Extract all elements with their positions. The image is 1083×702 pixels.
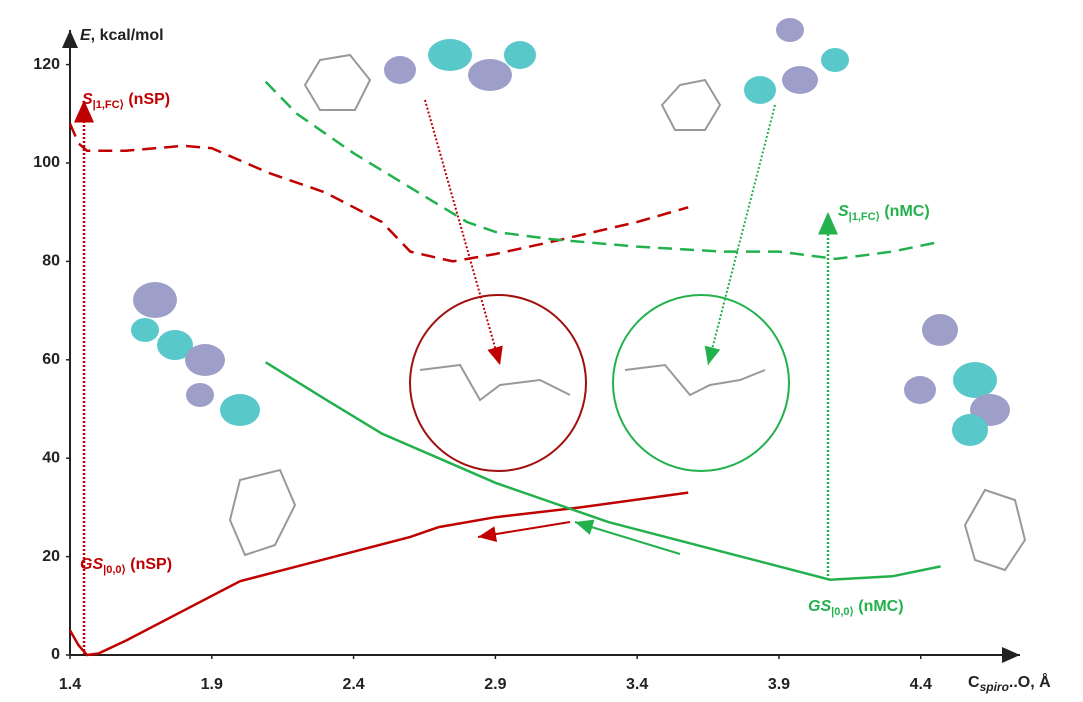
series-label-symbol: GS bbox=[808, 598, 831, 615]
y-label-text: , kcal/mol bbox=[91, 27, 164, 44]
y-tick-label: 40 bbox=[42, 449, 60, 466]
x-label-text: ..O, Å bbox=[1009, 672, 1051, 691]
x-tick-label: 3.4 bbox=[626, 676, 648, 693]
x-tick-label: 1.9 bbox=[201, 676, 223, 693]
x-tick-label: 2.9 bbox=[484, 676, 506, 693]
series-label: GS|0,0⟩ (nMC) bbox=[808, 598, 904, 618]
series-label-symbol: GS bbox=[80, 556, 103, 573]
x-tick-label: 3.9 bbox=[768, 676, 790, 693]
decorations bbox=[70, 18, 1025, 655]
series-label-text: (nMC) bbox=[880, 203, 930, 220]
series-label: S|1,FC⟩ (nMC) bbox=[838, 203, 930, 223]
series-label-text: (nMC) bbox=[854, 598, 904, 615]
series-label-symbol: S bbox=[838, 203, 849, 220]
series-label-subscript: |0,0⟩ bbox=[103, 564, 126, 576]
chart: E, kcal/mol Cspiro..O, Å 0 20 40 60 80 100 120… bbox=[0, 0, 1083, 702]
x-tick-label: 2.4 bbox=[342, 676, 364, 693]
x-label-symbol: C bbox=[968, 674, 980, 691]
series-label-symbol: S bbox=[82, 91, 93, 108]
series-label-text: (nSP) bbox=[124, 91, 170, 108]
series-line bbox=[266, 82, 941, 259]
y-axis-label: E, kcal/mol bbox=[80, 27, 164, 44]
x-tick-label: 4.4 bbox=[910, 676, 932, 693]
series-label-text: (nSP) bbox=[126, 556, 172, 573]
y-tick-label: 60 bbox=[42, 351, 60, 368]
y-tick-label: 80 bbox=[42, 253, 60, 270]
y-tick-label: 100 bbox=[33, 154, 60, 171]
x-label-subscript: spiro bbox=[980, 680, 1009, 694]
series-line bbox=[70, 124, 688, 262]
y-tick-label: 20 bbox=[42, 548, 60, 565]
x-tick-label: 1.4 bbox=[59, 676, 81, 693]
series-label-subscript: |0,0⟩ bbox=[831, 606, 854, 618]
x-axis-label: Cspiro..O, Å bbox=[968, 672, 1051, 694]
y-tick-label: 0 bbox=[51, 646, 60, 663]
y-tick-label: 120 bbox=[33, 56, 60, 73]
series-label-subscript: |1,FC⟩ bbox=[849, 211, 880, 223]
series-label-subscript: |1,FC⟩ bbox=[93, 99, 124, 111]
series-label: S|1,FC⟩ (nSP) bbox=[82, 91, 170, 111]
series-label: GS|0,0⟩ (nSP) bbox=[80, 556, 172, 576]
